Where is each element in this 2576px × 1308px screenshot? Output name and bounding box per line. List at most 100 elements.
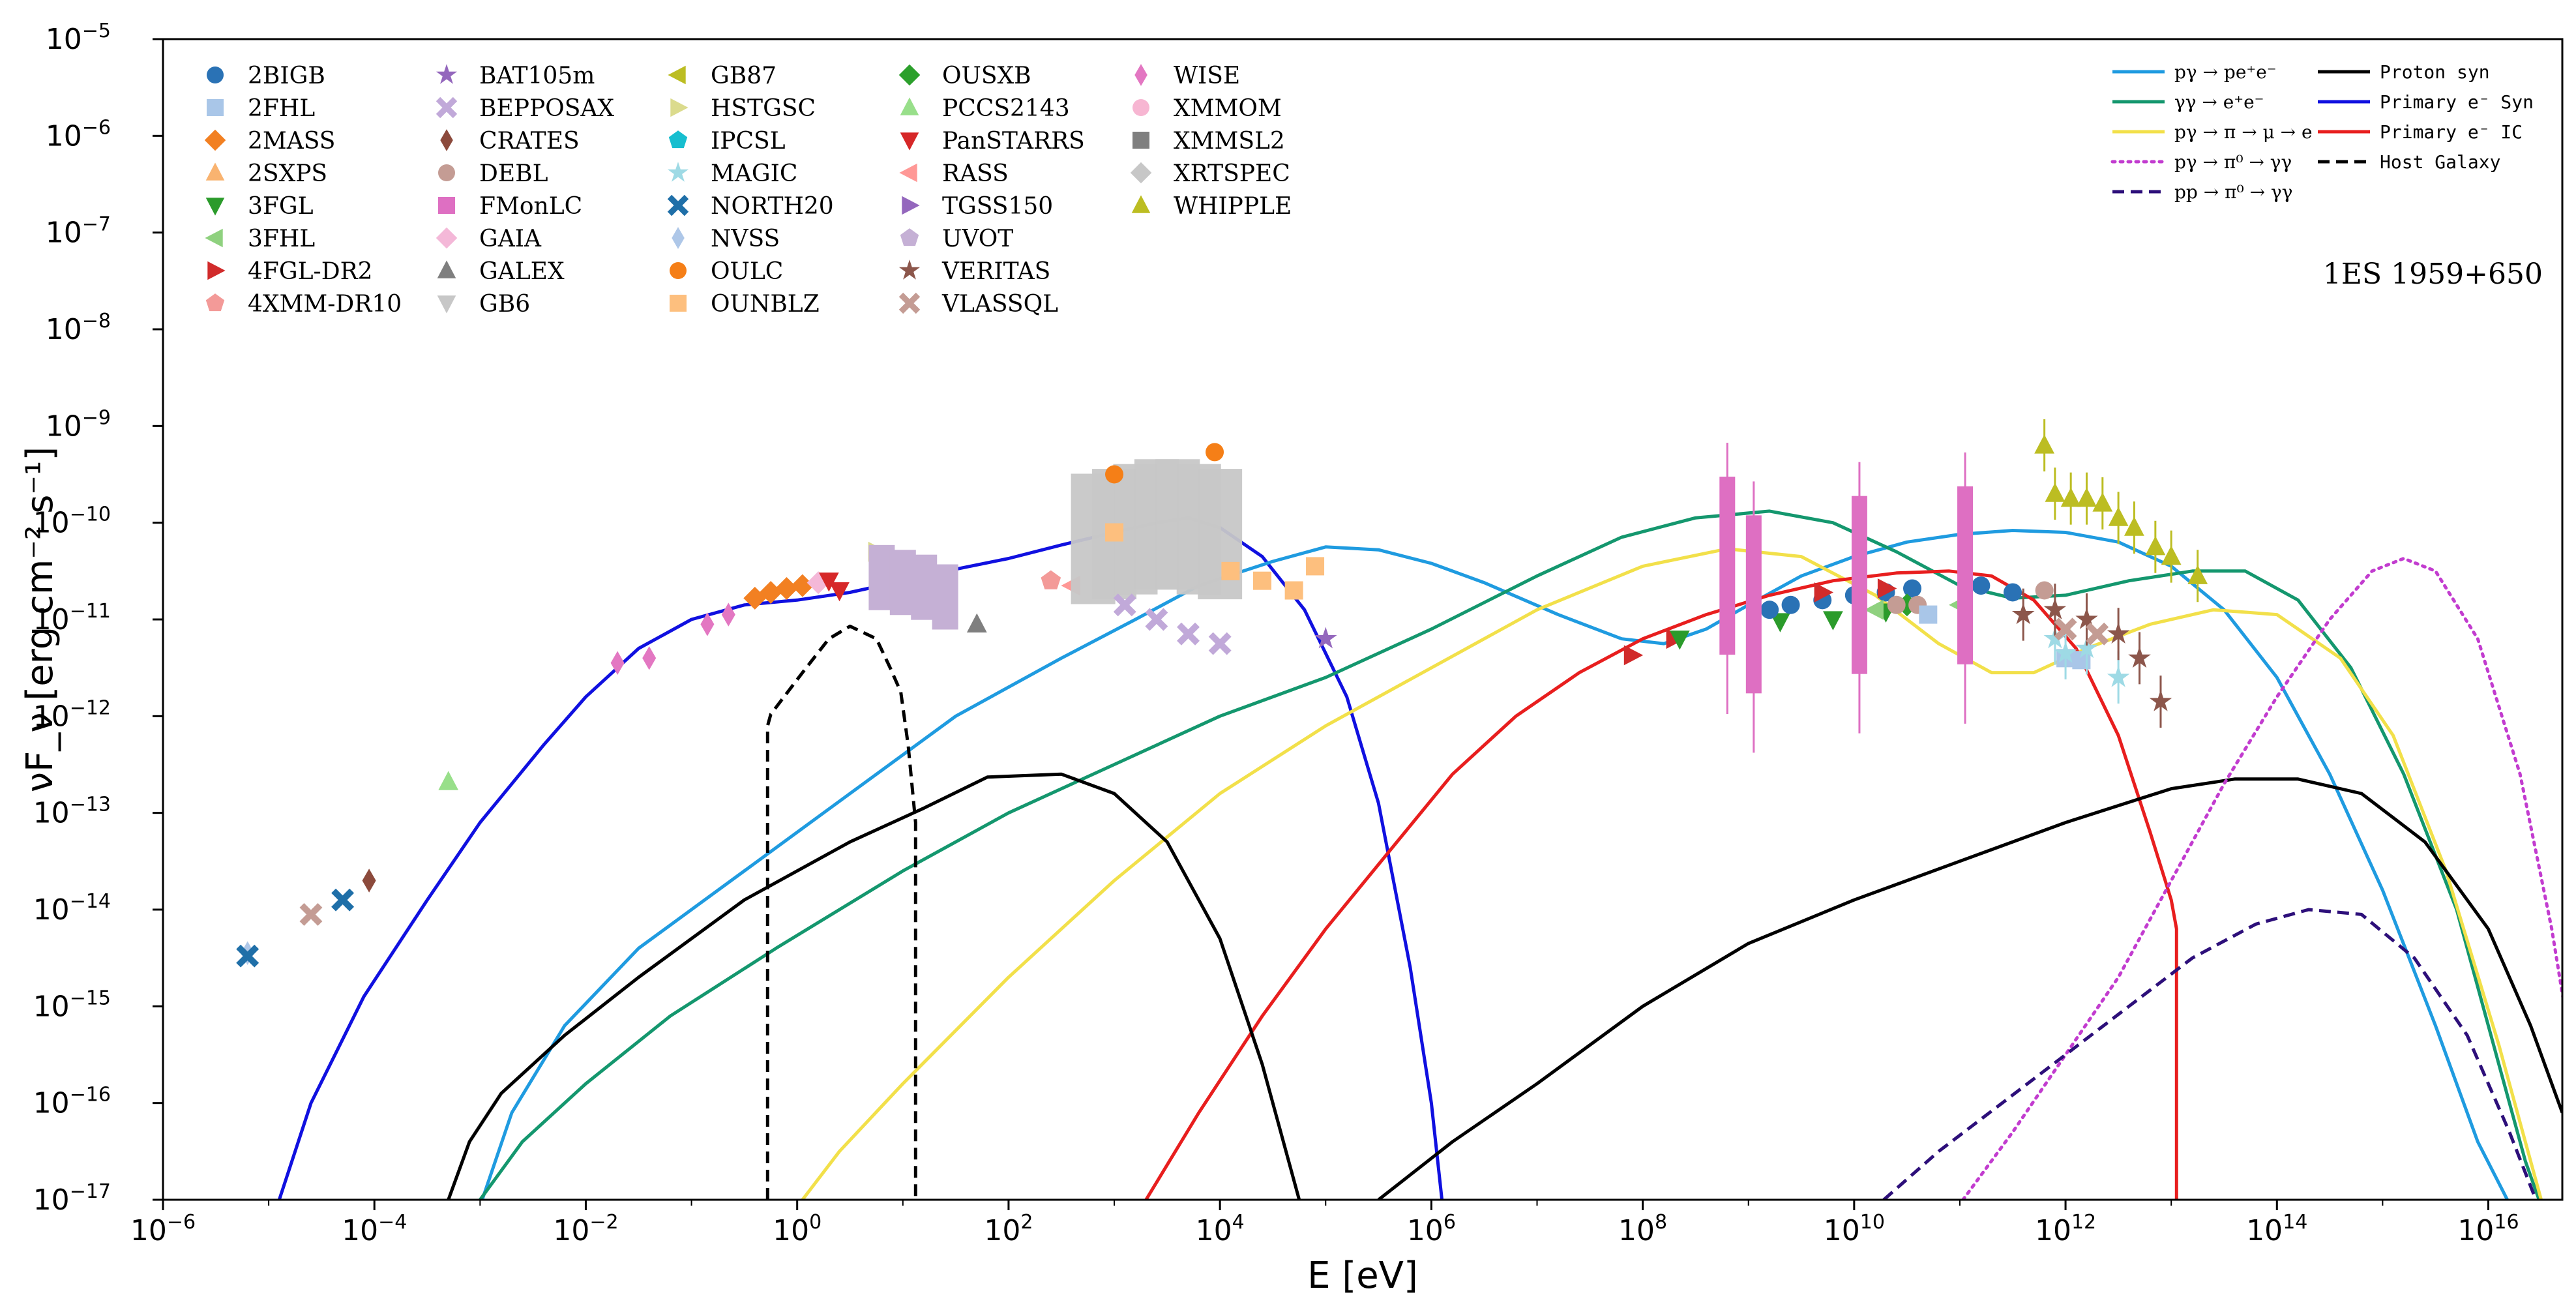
legend-marker-2sxps (205, 162, 225, 181)
legend-label-rass: RASS (942, 160, 1009, 187)
x-tick-label: 1012 (2035, 1211, 2096, 1247)
legend-label-pccs2143: PCCS2143 (942, 95, 1070, 122)
legend-label-ipcsl: IPCSL (711, 128, 786, 155)
x-tick-label: 10−2 (553, 1211, 618, 1247)
legend-label-uvot: UVOT (942, 226, 1013, 252)
y-axis-label: νF_ν [erg cm⁻² s⁻¹] (19, 447, 61, 792)
curve-p (1961, 557, 2562, 1200)
legend-marker-uvot (900, 228, 919, 246)
legend-marker-magic (667, 162, 689, 182)
legend-marker-debl (438, 164, 455, 181)
legend-label-bat105m: BAT105m (479, 63, 595, 89)
y-axis: 10−510−610−710−810−910−1010−1110−1210−13… (33, 20, 163, 1217)
point-2bigb (2004, 583, 2022, 602)
point-crates (362, 869, 376, 893)
legend-label-wise: WISE (1174, 63, 1240, 89)
y-tick-label: 10−15 (33, 987, 111, 1023)
point-wise (721, 602, 735, 627)
point-4fgl-dr2 (1814, 582, 1833, 602)
point-bepposax (1145, 608, 1168, 631)
point-north20 (331, 888, 355, 912)
x-tick-label: 102 (984, 1211, 1033, 1247)
point-ounblz (1221, 561, 1240, 580)
point-bat105m (1314, 627, 1337, 649)
legend-marker-3fhl (205, 228, 223, 248)
point-whipple (2145, 536, 2166, 556)
point-magic (2107, 665, 2130, 687)
x-tick-label: 1010 (1824, 1211, 1885, 1247)
point-bepposax (1113, 593, 1136, 617)
legend-label-4fgl-dr2: 4FGL-DR2 (248, 258, 373, 285)
legend-label-e-e: γγ → e⁺e⁻ (2174, 91, 2264, 113)
legend-label-p-pe-e: pγ → pe⁺e⁻ (2174, 61, 2277, 83)
point-panstarrs (818, 572, 839, 592)
x-axis: 10−6 10−4 10−2 100 102 104 106 108 1010 1012 1014 1… (130, 1200, 2519, 1247)
data-legend: 2BIGB 2FHL 2MASS 2SXPS 3FGL 3FHL 4FGL-DR2 4XMM-… (204, 63, 1292, 318)
point-4fgl-dr2 (1877, 578, 1897, 599)
point-vlassql (299, 902, 323, 926)
point-4fgl-dr2 (1623, 645, 1644, 666)
point-2bigb (1902, 579, 1921, 598)
point-2bigb (1760, 601, 1779, 619)
point-whipple (2108, 507, 2129, 526)
curve-primary-e-ic (1144, 569, 2178, 1200)
legend-marker-crates (440, 129, 453, 151)
legend-marker-bat105m (436, 64, 458, 84)
legend-label-gb6: GB6 (479, 291, 530, 318)
legend-label-hstgsc: HSTGSC (711, 95, 816, 122)
legend-label-xrtspec: XRTSPEC (1174, 160, 1290, 187)
legend-label-gaia: GAIA (479, 226, 542, 252)
point-magic (2043, 627, 2067, 649)
legend-label-pp: pp → π⁰ → γγ (2174, 181, 2292, 203)
legend-marker-4fgl-dr2 (207, 261, 226, 280)
curve-pp (1882, 908, 2538, 1200)
point-uvot (932, 564, 958, 630)
legend-label-gb87: GB87 (711, 63, 777, 89)
legend-label-veritas: VERITAS (941, 258, 1050, 285)
legend-marker-panstarrs (900, 132, 919, 151)
point-2mass (791, 574, 814, 597)
model-curves (277, 509, 2562, 1200)
point-4xmm-dr10 (1041, 570, 1061, 589)
x-tick-label: 1016 (2457, 1211, 2519, 1247)
point-bepposax (1208, 632, 1232, 655)
point-2bigb (1972, 576, 1991, 595)
point-pccs2143 (438, 771, 459, 790)
y-tick-label: 10−5 (46, 20, 111, 56)
legend-marker-oulc (670, 262, 687, 279)
point-north20 (236, 944, 259, 968)
point-ounblz (1105, 523, 1124, 542)
legend-marker-north20 (667, 194, 689, 216)
legend-marker-gb6 (437, 295, 456, 314)
legend-label-2sxps: 2SXPS (248, 160, 327, 187)
legend-label-2bigb: 2BIGB (248, 63, 325, 89)
point-2mass (759, 581, 782, 604)
legend-marker-ousxb (898, 64, 921, 86)
y-tick-label: 10−13 (33, 794, 111, 830)
legend-label-fmonlc: FMonLC (479, 193, 582, 220)
legend-label-p: pγ → π⁰ → γγ (2174, 151, 2292, 173)
x-tick-label: 10−6 (130, 1211, 196, 1247)
y-tick-label: 10−14 (33, 890, 111, 927)
legend-label-2fhl: 2FHL (248, 95, 315, 122)
point-whipple (2124, 516, 2144, 536)
curve-p-pe-e (481, 529, 2509, 1200)
legend-marker-vlassql (898, 292, 921, 314)
point-whipple (2077, 487, 2097, 507)
x-tick-label: 106 (1407, 1211, 1456, 1247)
x-tick-label: 104 (1196, 1211, 1245, 1247)
curve-p-e (801, 547, 2543, 1200)
legend-marker-fmonlc (438, 197, 455, 214)
point-veritas (2128, 646, 2151, 668)
legend-marker-4xmm-dr10 (205, 293, 225, 312)
legend-label-p-e: pγ → π → μ → e (2174, 121, 2313, 143)
legend-marker-ounblz (670, 295, 687, 312)
curve-proton-syn-low (447, 772, 1301, 1200)
y-tick-label: 10−6 (46, 116, 111, 153)
legend-label-proton-syn: Proton syn (2380, 61, 2490, 83)
point-magic (2054, 641, 2077, 663)
legend-marker-bepposax (436, 97, 458, 119)
point-veritas (2011, 602, 2035, 625)
curve-proton-syn-high (1377, 777, 2562, 1200)
legend-marker-2mass (204, 129, 226, 151)
